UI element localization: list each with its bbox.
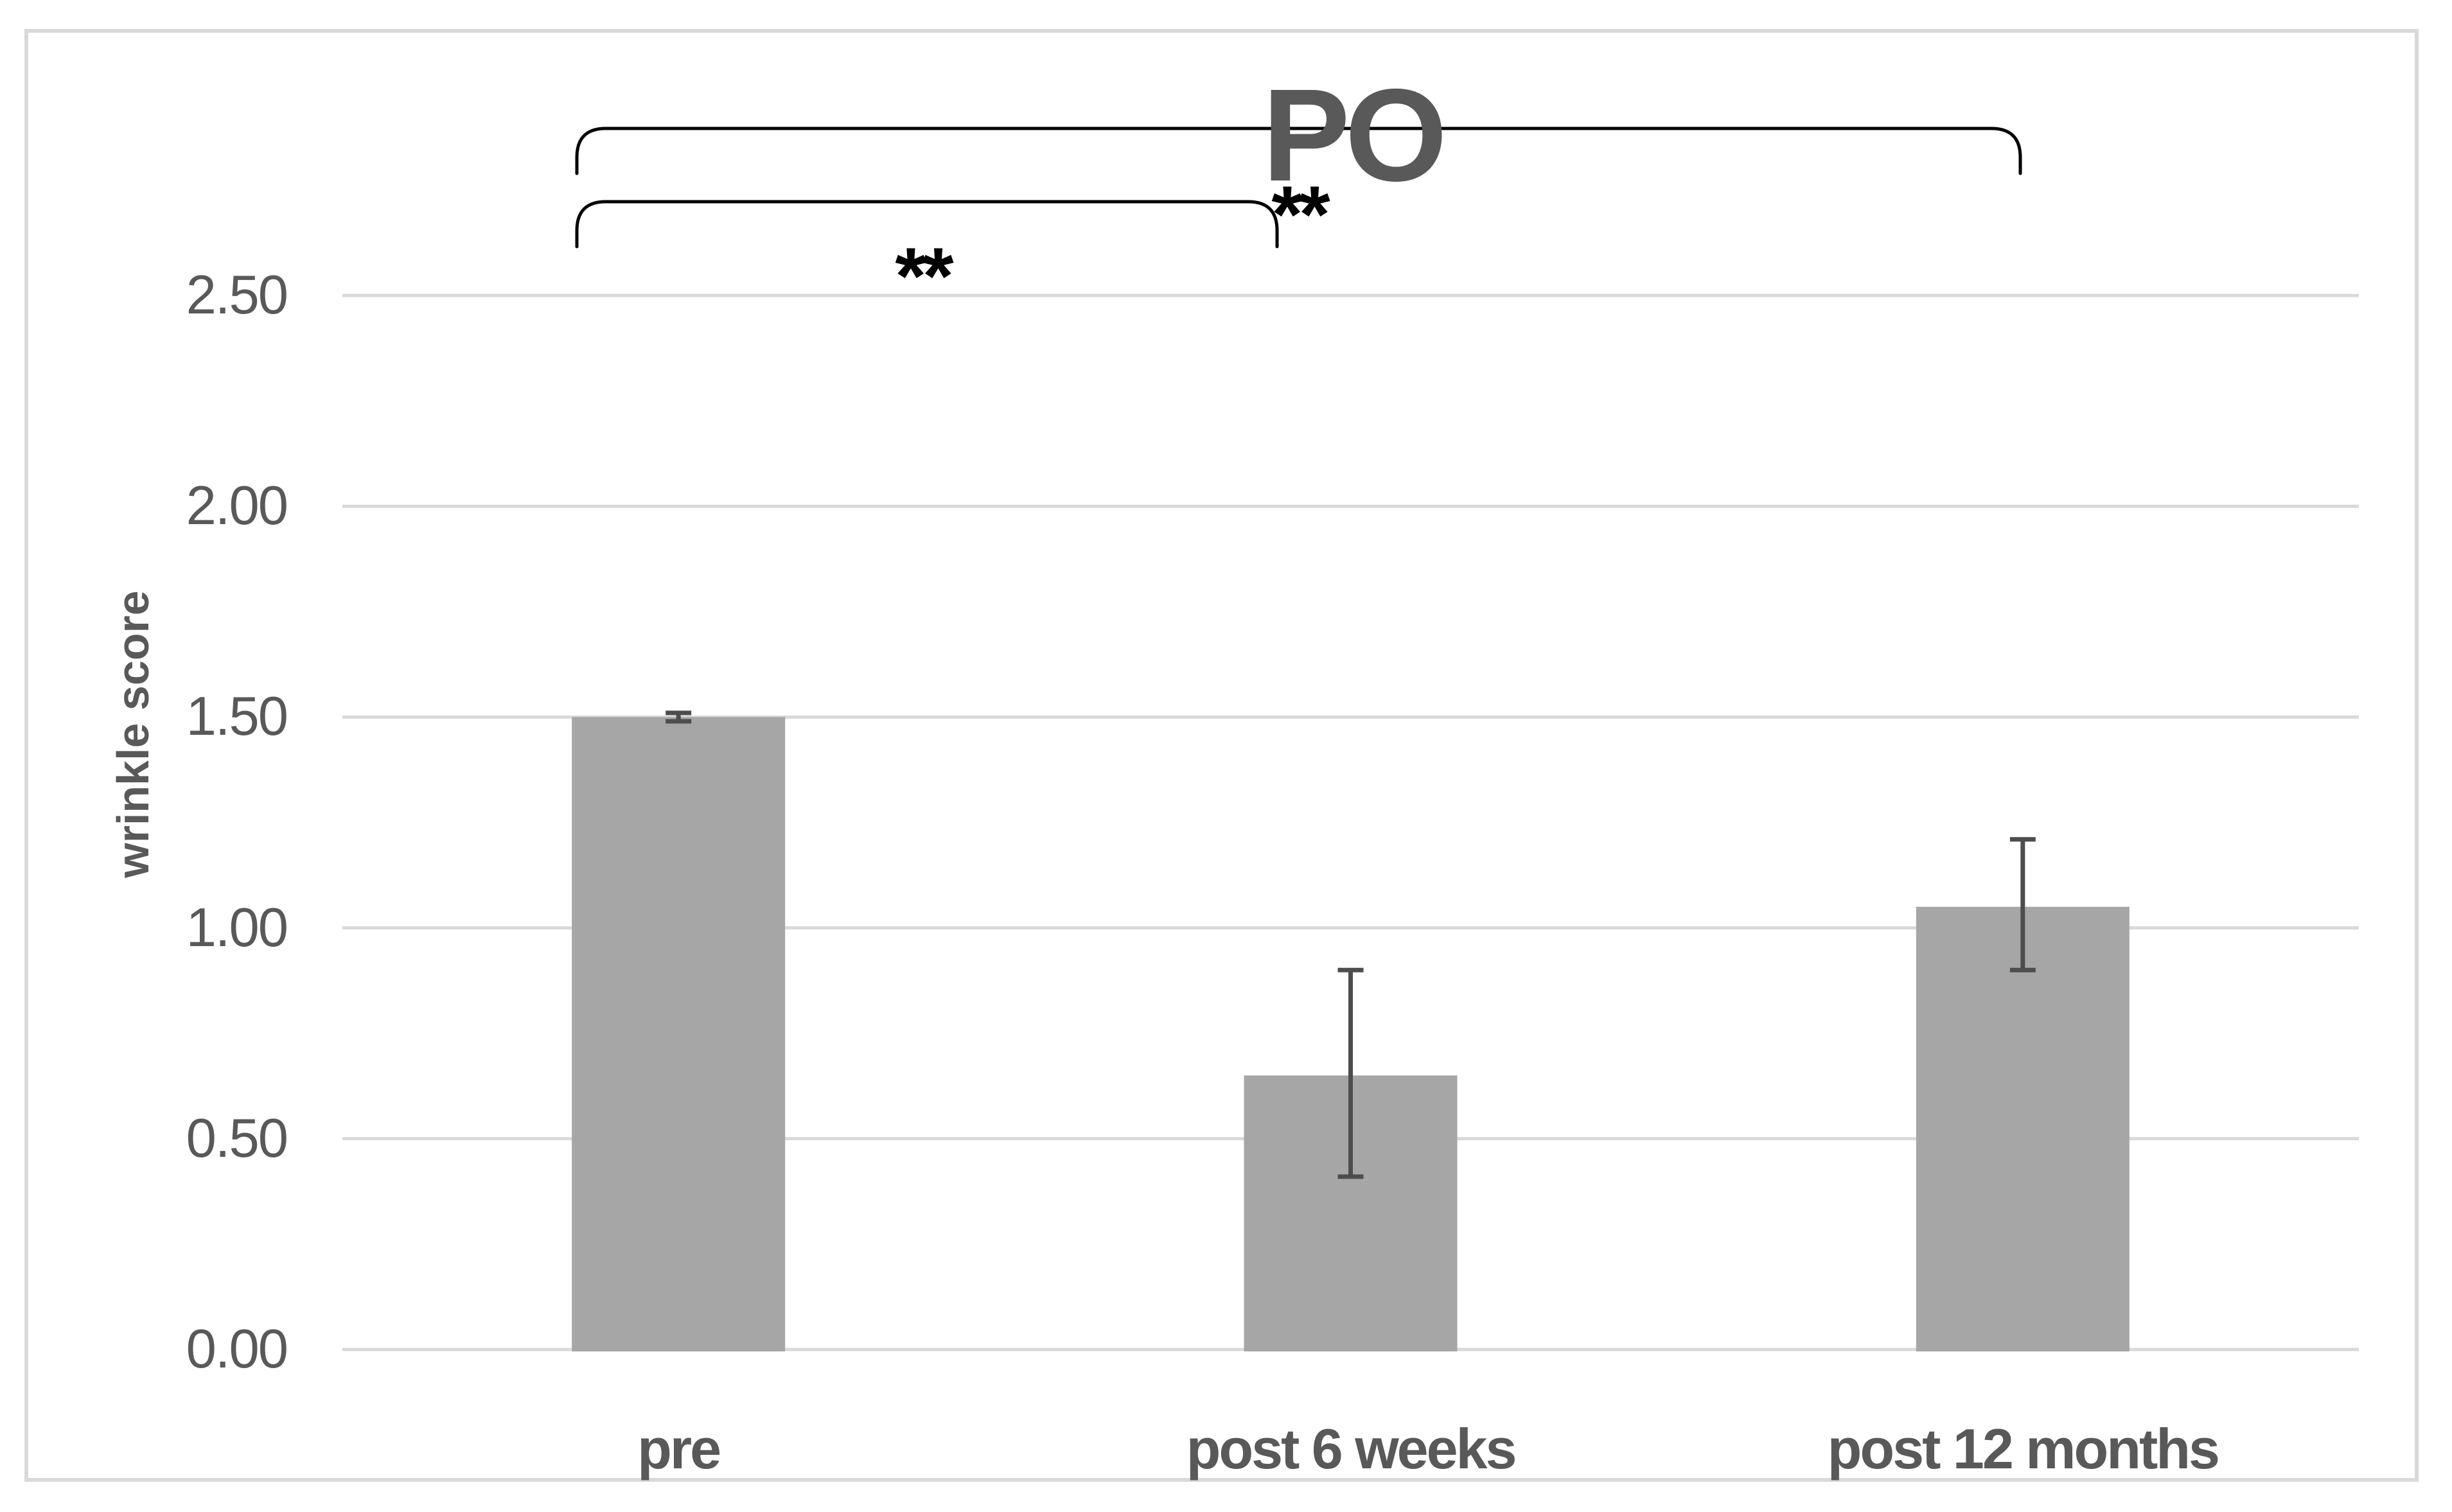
significance-bracket-pre-vs-post-12-months — [575, 127, 2022, 175]
bar-pre — [572, 717, 786, 1351]
y-tick-label-0.50: 0.50 — [186, 1107, 288, 1169]
y-tick-label-2.00: 2.00 — [186, 475, 288, 537]
significance-stars-pre-vs-post-6-weeks: ** — [895, 232, 953, 321]
error-bar-pre — [666, 710, 692, 724]
x-category-label-pre: pre — [637, 1417, 721, 1481]
y-tick-label-1.00: 1.00 — [186, 897, 288, 958]
x-category-label-post-6-weeks: post 6 weeks — [1186, 1417, 1517, 1481]
x-category-label-post-12-months: post 12 months — [1827, 1417, 2220, 1481]
y-tick-label-0.00: 0.00 — [186, 1319, 288, 1380]
error-bar-post-6-weeks — [1337, 967, 1364, 1179]
significance-stars-pre-vs-post-12-months: ** — [1271, 170, 1330, 259]
significance-bracket-pre-vs-post-6-weeks — [575, 200, 1279, 249]
y-tick-label-2.50: 2.50 — [186, 265, 288, 326]
error-bar-post-12-months — [2009, 837, 2036, 972]
bar-post-12-months — [1916, 906, 2130, 1351]
chart-title: PO — [1262, 62, 1447, 209]
y-tick-label-1.50: 1.50 — [186, 686, 288, 748]
